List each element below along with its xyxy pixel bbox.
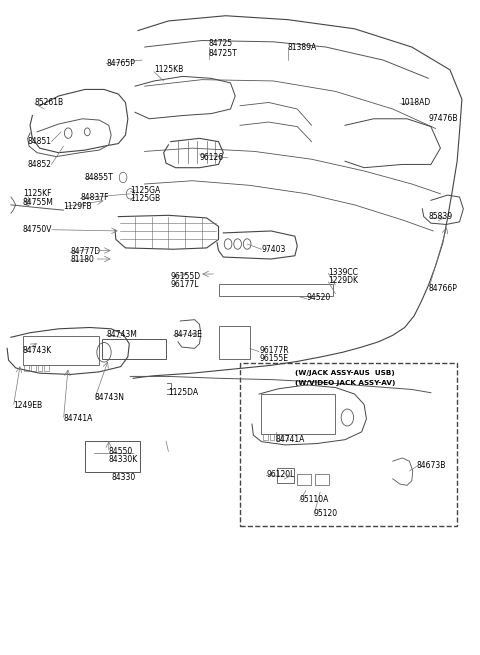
- Text: 84755M: 84755M: [23, 198, 54, 207]
- Text: 84837F: 84837F: [80, 193, 108, 202]
- Bar: [262, 394, 336, 434]
- Bar: [102, 339, 166, 359]
- Bar: [270, 434, 275, 440]
- Text: 84673B: 84673B: [417, 461, 446, 470]
- Text: 85839: 85839: [429, 212, 453, 221]
- Bar: [297, 474, 311, 485]
- Text: 84765P: 84765P: [107, 59, 135, 68]
- Text: 1125GB: 1125GB: [130, 194, 160, 203]
- Bar: [37, 365, 42, 371]
- Text: 84851: 84851: [28, 137, 52, 146]
- Bar: [31, 365, 36, 371]
- Bar: [44, 365, 49, 371]
- Bar: [85, 441, 140, 472]
- Text: 84330: 84330: [111, 473, 135, 482]
- Text: 97403: 97403: [262, 245, 286, 253]
- Text: 96155E: 96155E: [259, 354, 288, 364]
- Text: 84852: 84852: [28, 160, 52, 169]
- Bar: [218, 326, 250, 359]
- Text: 84766P: 84766P: [429, 284, 457, 293]
- Bar: [23, 336, 99, 365]
- Text: 96177R: 96177R: [259, 346, 288, 355]
- Text: 1125KB: 1125KB: [154, 66, 183, 75]
- Text: 95120: 95120: [314, 509, 338, 518]
- Text: 1129FB: 1129FB: [63, 202, 92, 212]
- Text: 96126: 96126: [199, 153, 224, 162]
- Text: 97476B: 97476B: [429, 114, 458, 123]
- Text: 84743K: 84743K: [23, 346, 52, 355]
- Text: (W/VIDEO JACK ASSY-AV): (W/VIDEO JACK ASSY-AV): [295, 380, 395, 386]
- Text: 1249EB: 1249EB: [13, 402, 42, 410]
- Text: 84777D: 84777D: [71, 247, 101, 255]
- Bar: [276, 434, 281, 440]
- Text: 84750V: 84750V: [23, 225, 52, 234]
- Bar: [283, 434, 288, 440]
- Text: 84741A: 84741A: [63, 415, 93, 423]
- Text: 84550: 84550: [109, 447, 133, 456]
- Text: 84743M: 84743M: [107, 329, 137, 339]
- Text: 84743E: 84743E: [173, 329, 202, 339]
- Text: 81180: 81180: [71, 255, 95, 264]
- Bar: [277, 468, 294, 483]
- Text: 84741A: 84741A: [276, 435, 305, 444]
- Text: 96155D: 96155D: [171, 272, 201, 281]
- Text: 1125DA: 1125DA: [168, 388, 199, 397]
- Text: 1125KF: 1125KF: [23, 189, 51, 198]
- Text: 84855T: 84855T: [85, 173, 114, 182]
- Text: 1018AD: 1018AD: [400, 98, 430, 107]
- Text: 81389A: 81389A: [288, 43, 317, 52]
- Text: 84725: 84725: [209, 39, 233, 48]
- Text: 1125GA: 1125GA: [130, 186, 160, 195]
- Text: 94520: 94520: [307, 293, 331, 302]
- Text: 84725T: 84725T: [209, 49, 238, 58]
- Text: 1339CC: 1339CC: [328, 267, 358, 276]
- Bar: [218, 284, 333, 296]
- Text: 84743N: 84743N: [95, 394, 124, 402]
- Text: 96120L: 96120L: [266, 470, 295, 479]
- Text: (W/JACK ASSY-AUS  USB): (W/JACK ASSY-AUS USB): [295, 370, 395, 376]
- Text: 1229DK: 1229DK: [328, 276, 358, 285]
- Bar: [315, 474, 329, 485]
- Text: 84330K: 84330K: [109, 455, 138, 464]
- Text: 85261B: 85261B: [35, 98, 64, 107]
- Text: 96177L: 96177L: [171, 280, 199, 289]
- Text: 95110A: 95110A: [300, 495, 329, 504]
- Bar: [24, 365, 29, 371]
- Bar: [263, 434, 268, 440]
